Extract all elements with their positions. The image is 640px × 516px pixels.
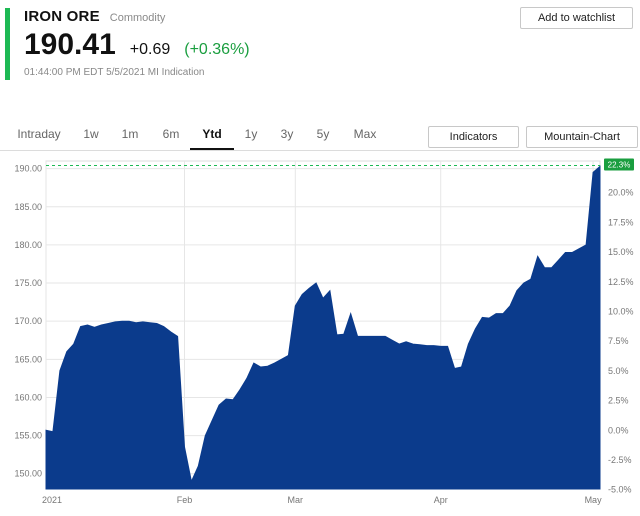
price-change: +0.69	[129, 41, 171, 58]
y-right-tick-label: 0.0%	[608, 425, 629, 435]
price-row: 190.41 +0.69 (+0.36%)	[24, 28, 250, 62]
chart-type-button[interactable]: Mountain-Chart	[526, 126, 638, 148]
price-change-percent: (+0.36%)	[184, 41, 250, 58]
instrument-type: Commodity	[109, 12, 166, 24]
quote-title-row: IRON ORE Commodity	[24, 8, 165, 25]
add-to-watchlist-button[interactable]: Add to watchlist	[520, 7, 633, 29]
y-left-tick-label: 165.00	[14, 354, 42, 364]
change-badge-label: 22.3%	[608, 161, 631, 170]
y-right-tick-label: 7.5%	[608, 336, 629, 346]
price-area-series	[45, 165, 601, 490]
x-tick-label: Feb	[177, 495, 193, 505]
tab-max[interactable]: Max	[353, 127, 377, 141]
y-left-tick-label: 150.00	[14, 469, 42, 479]
tab-intraday[interactable]: Intraday	[17, 127, 61, 141]
y-right-tick-label: 5.0%	[608, 366, 629, 376]
y-right-tick-label: 2.5%	[608, 396, 629, 406]
change-badge	[604, 158, 634, 171]
instrument-title: IRON ORE	[24, 8, 100, 25]
y-right-tick-label: 17.5%	[608, 217, 634, 227]
y-left-tick-label: 185.00	[14, 202, 42, 212]
quote-timestamp: 01:44:00 PM EDT 5/5/2021 MI Indication	[24, 67, 205, 78]
price-chart[interactable]: 190.00 185.00 180.00 175.00 170.00 165.00 160.…	[0, 155, 640, 516]
x-tick-label: Apr	[434, 495, 448, 505]
y-left-tick-label: 160.00	[14, 392, 42, 402]
indicators-button[interactable]: Indicators	[428, 126, 519, 148]
tab-1w[interactable]: 1w	[83, 127, 99, 141]
tab-1y[interactable]: 1y	[244, 127, 258, 141]
tab-ytd[interactable]: Ytd	[190, 122, 234, 150]
tab-6m[interactable]: 6m	[162, 127, 180, 141]
last-price: 190.41	[24, 28, 116, 61]
y-right-tick-label: -5.0%	[608, 485, 632, 495]
y-left-tick-label: 155.00	[14, 431, 42, 441]
y-left-tick-label: 175.00	[14, 278, 42, 288]
y-right-tick-label: 12.5%	[608, 277, 634, 287]
y-right-tick-label: -2.5%	[608, 455, 632, 465]
y-right-tick-label: 10.0%	[608, 306, 634, 316]
y-left-tick-label: 170.00	[14, 316, 42, 326]
toolbar-divider	[0, 150, 640, 151]
timeframe-tabs: Intraday 1w 1m 6m Ytd 1y 3y 5y Max	[10, 122, 430, 150]
y-left-tick-label: 190.00	[14, 164, 42, 174]
accent-bar	[5, 8, 10, 80]
x-tick-label: May	[585, 495, 603, 505]
tab-5y[interactable]: 5y	[316, 127, 330, 141]
x-tick-label: Mar	[288, 495, 304, 505]
y-right-tick-label: 15.0%	[608, 247, 634, 257]
x-tick-label: 2021	[42, 495, 62, 505]
tab-3y[interactable]: 3y	[280, 127, 294, 141]
y-left-tick-label: 180.00	[14, 240, 42, 250]
tab-1m[interactable]: 1m	[121, 127, 139, 141]
y-right-tick-label: 20.0%	[608, 188, 634, 198]
